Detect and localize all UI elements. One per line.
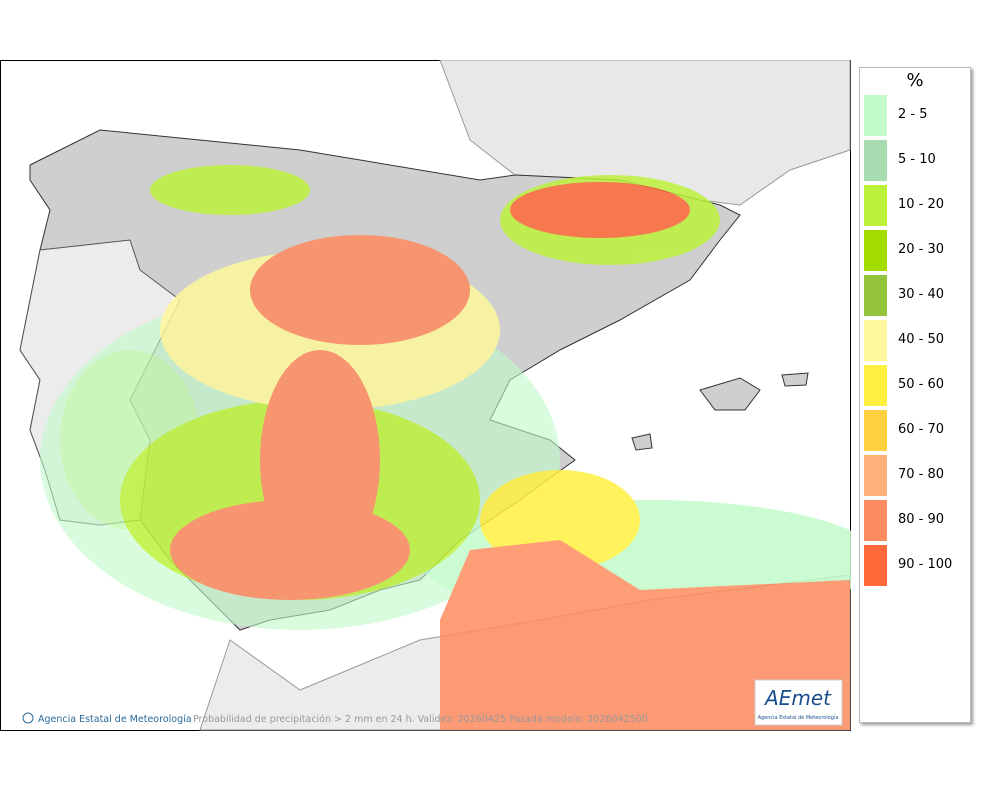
legend-unit: % [906, 70, 924, 91]
legend-label: 70 - 80 [898, 467, 945, 482]
legend-label: 30 - 40 [898, 287, 945, 302]
precipitation-field [40, 165, 851, 730]
legend-swatch [864, 410, 887, 451]
legend-swatch [864, 365, 887, 406]
legend-swatch [864, 95, 887, 136]
legend-label: 60 - 70 [898, 422, 945, 437]
logo-box [754, 679, 843, 726]
legend-swatch [864, 185, 887, 226]
legend-swatch [864, 545, 887, 586]
legend-label: 10 - 20 [898, 197, 945, 212]
legend-label: 50 - 60 [898, 377, 945, 392]
balearic-islands [631, 372, 809, 451]
logo: AEmet [763, 686, 832, 710]
legend-swatch [864, 140, 887, 181]
legend-label: 90 - 100 [898, 557, 953, 572]
legend-swatch [864, 320, 887, 361]
copyright-icon [22, 712, 34, 724]
legend: % 2 - 5 5 - 10 10 - 20 20 - 30 30 - 40 40 - 5… [859, 67, 971, 723]
map: Agencia Estatal de Meteorología Probabil… [0, 60, 851, 731]
legend-label: 80 - 90 [898, 512, 945, 527]
copyright: Agencia Estatal de Meteorología [38, 714, 192, 725]
legend-swatch [864, 455, 887, 496]
legend-label: 2 - 5 [898, 107, 928, 122]
legend-swatch [864, 230, 887, 271]
legend-swatch [864, 275, 887, 316]
logo-subtitle: Agencia Estatal de Meteorología [758, 714, 839, 721]
legend-label: 40 - 50 [898, 332, 945, 347]
legend-swatch [864, 500, 887, 541]
legend-label: 5 - 10 [898, 152, 936, 167]
legend-label: 20 - 30 [898, 242, 945, 257]
caption: Probabilidad de precipitación > 2 mm en … [193, 714, 648, 725]
